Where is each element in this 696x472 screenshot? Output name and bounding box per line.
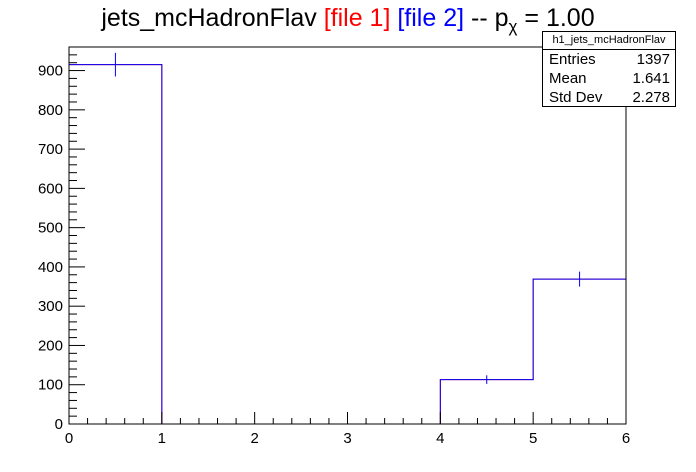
title-pvalue: = 1.00	[524, 4, 595, 32]
stats-label: Mean	[549, 70, 587, 87]
x-tick-label: 6	[622, 430, 630, 447]
stats-row-mean: Mean 1.641	[543, 69, 675, 88]
title-chi: χ	[508, 17, 518, 36]
file1-histogram	[68, 64, 627, 425]
y-tick-label: 800	[38, 102, 63, 119]
chart-title: jets_mcHadronFlav [file 1] [file 2] -- p…	[0, 4, 696, 37]
stats-value: 2.278	[632, 89, 670, 106]
stats-box: h1_jets_mcHadronFlav Entries 1397 Mean 1…	[542, 31, 676, 107]
y-tick-label: 700	[38, 141, 63, 158]
x-tick-label: 2	[250, 430, 258, 447]
x-tick-label: 5	[529, 430, 537, 447]
y-tick-label: 500	[38, 220, 63, 237]
stats-label: Std Dev	[549, 89, 603, 106]
stats-row-entries: Entries 1397	[543, 50, 675, 69]
y-tick-label: 900	[38, 63, 63, 80]
title-file2: [file 2]	[397, 4, 465, 32]
stats-value: 1.641	[632, 70, 670, 87]
y-axis: 0 100 200 300 400 500 600 700 800 900	[38, 46, 85, 433]
y-tick-label: 300	[38, 298, 63, 315]
stats-label: Entries	[549, 51, 596, 68]
x-axis: 0 1 2 3 4 5 6	[65, 412, 630, 447]
stats-value: 1397	[636, 51, 670, 68]
y-tick-label: 0	[55, 416, 63, 433]
title-p: p	[494, 4, 509, 32]
x-tick-label: 4	[436, 430, 444, 447]
y-tick-label: 600	[38, 180, 63, 197]
title-main: jets_mcHadronFlav	[101, 4, 317, 32]
stats-row-stddev: Std Dev 2.278	[543, 88, 675, 107]
title-file1: [file 1]	[323, 4, 391, 32]
histogram-line	[68, 64, 627, 425]
x-tick-label: 1	[158, 430, 166, 447]
title-separator: --	[471, 4, 488, 32]
histogram-line	[68, 64, 627, 425]
x-tick-label: 3	[343, 430, 351, 447]
x-tick-label: 0	[65, 430, 73, 447]
y-tick-label: 200	[38, 337, 63, 354]
stats-histogram-name: h1_jets_mcHadronFlav	[543, 32, 675, 50]
y-tick-label: 400	[38, 259, 63, 276]
file2-histogram	[68, 52, 627, 425]
y-tick-label: 100	[38, 377, 63, 394]
